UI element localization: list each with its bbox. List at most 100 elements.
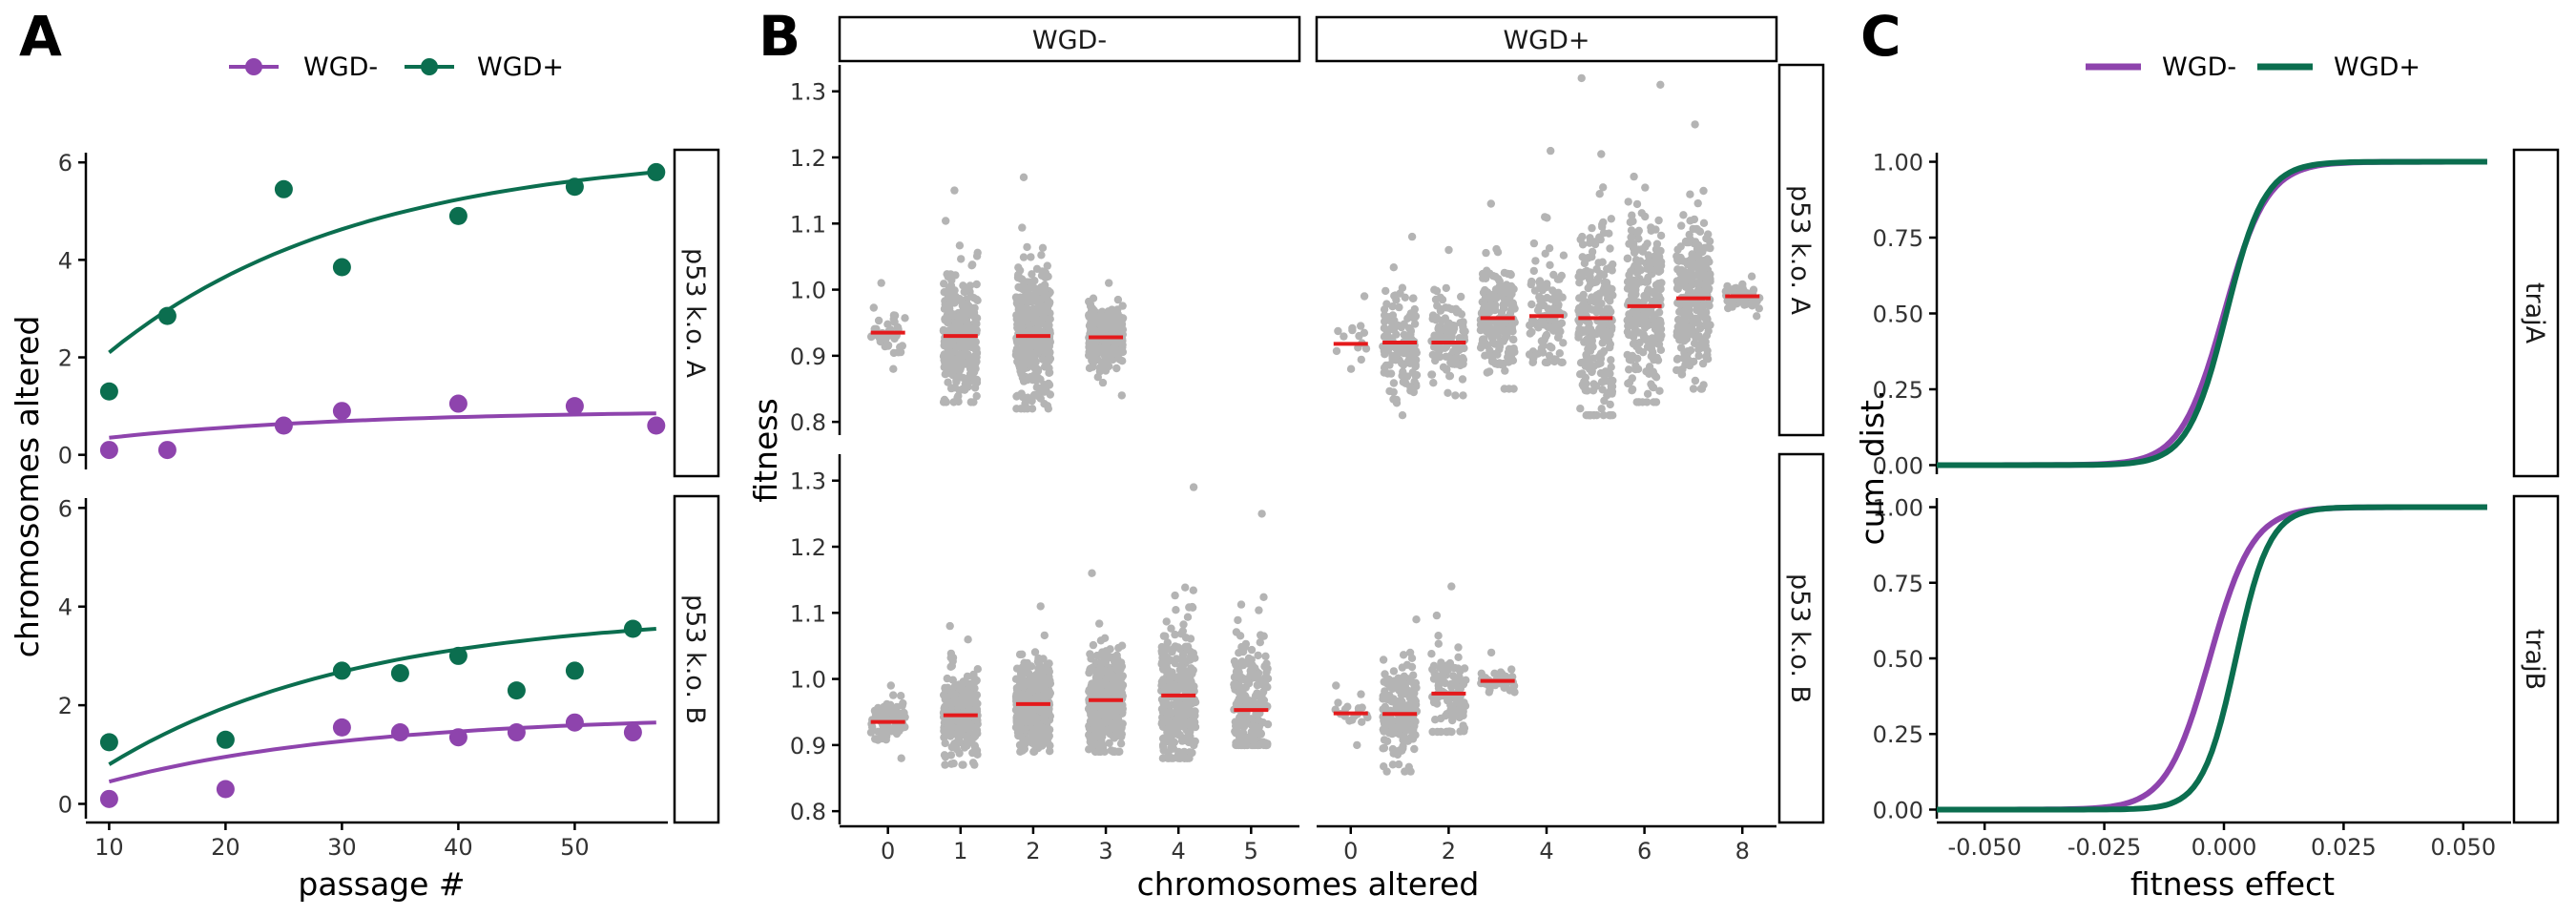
jitter-group [867,279,909,373]
jitter-point [1340,332,1348,341]
jitter-point [1024,393,1032,402]
jitter-group [1623,80,1666,406]
jitter-point [1586,338,1595,346]
jitter-point [964,635,972,644]
jitter-point [1597,405,1606,413]
jitter-point [1656,80,1665,90]
jitter-point [1574,333,1583,342]
jitter-point [1353,740,1361,750]
jitter-point [1546,342,1554,351]
jitter-point [1348,325,1357,335]
jitter-point [1332,346,1341,356]
jitter-point [964,701,972,710]
jitter-point [1432,286,1442,296]
jitter-point [1027,253,1035,261]
jitter-point [1100,355,1110,364]
jitter-point [1457,310,1466,319]
jitter-point [948,676,957,684]
jitter-point [1181,711,1191,719]
jitter-point [1598,222,1607,231]
jitter-point [1255,728,1263,737]
jitter-point [1634,398,1643,406]
data-point [448,206,467,225]
jitter-point [1597,150,1606,158]
jitter-point [1259,681,1269,690]
jitter-point [1035,295,1045,304]
jitter-point [1361,344,1371,353]
jitter-point [1427,650,1436,658]
y-tick-label: 0.50 [1873,302,1923,328]
jitter-point [1450,663,1460,673]
jitter-point [1090,740,1099,749]
data-point [565,713,584,732]
jitter-point [1607,307,1615,316]
jitter-point [1543,293,1551,302]
legend-a-wgd-plus-label: WGD+ [477,52,564,82]
jitter-point [1103,725,1111,734]
jitter-point [1656,324,1666,334]
jitter-point [1540,321,1549,329]
jitter-point [1593,274,1603,283]
jitter-point [1232,660,1240,669]
jitter-point [1108,350,1116,359]
jitter-point [1180,666,1190,676]
jitter-point [1032,383,1042,392]
jitter-point [1624,322,1632,330]
jitter-point [1385,361,1394,369]
jitter-point [1091,315,1100,324]
jitter-point [1407,733,1416,741]
jitter-point [1507,665,1516,674]
jitter-point [1555,349,1565,358]
data-point [647,416,666,435]
jitter-point [877,727,885,736]
jitter-point [969,308,979,318]
jitter-point [1401,679,1410,689]
jitter-point [1683,260,1693,269]
jitter-point [942,398,950,406]
panel-c-letter: C [1860,4,1901,69]
jitter-point [1262,675,1272,683]
jitter-point [1381,286,1390,296]
jitter-point [1445,727,1454,736]
jitter-point [942,369,950,378]
jitter-point [942,341,950,349]
jitter-point [1691,120,1699,129]
jitter-point [1739,297,1748,305]
jitter-point [1110,734,1119,742]
jitter-point [1096,668,1105,677]
jitter-point [1045,368,1054,377]
jitter-point [1458,375,1467,384]
jitter-point [1506,270,1515,279]
jitter-point [943,313,951,323]
jitter-point [1406,767,1415,776]
y-tick-label: 6 [58,495,73,522]
jitter-point [1603,264,1611,274]
x-tick-label: 0 [1343,838,1358,864]
jitter-point [1479,288,1488,297]
jitter-point [1558,293,1567,302]
jitter-point [1588,223,1596,233]
jitter-point [1118,357,1127,365]
strip-a-p53-b [673,494,720,824]
jitter-point [947,661,956,671]
jitter-point [1039,319,1048,328]
jitter-point [1631,307,1640,316]
jitter-point [1397,323,1406,332]
jitter-point [1357,322,1365,330]
jitter-point [1394,760,1403,769]
jitter-point [1164,708,1173,718]
data-point [647,162,666,181]
cdf-line-wgd-plus [1937,158,2487,468]
x-tick-label: -0.025 [2067,834,2141,861]
strip-a-p53-a-label: p53 k.o. A [680,248,710,379]
jitter-point [1018,223,1027,232]
jitter-point [962,338,970,346]
jitter-point [1442,283,1451,293]
data-point [99,789,118,808]
jitter-point [1405,648,1415,657]
y-tick-label: 4 [58,247,73,274]
jitter-point [1379,656,1388,664]
jitter-point [1025,693,1034,701]
jitter-point [1171,630,1179,639]
